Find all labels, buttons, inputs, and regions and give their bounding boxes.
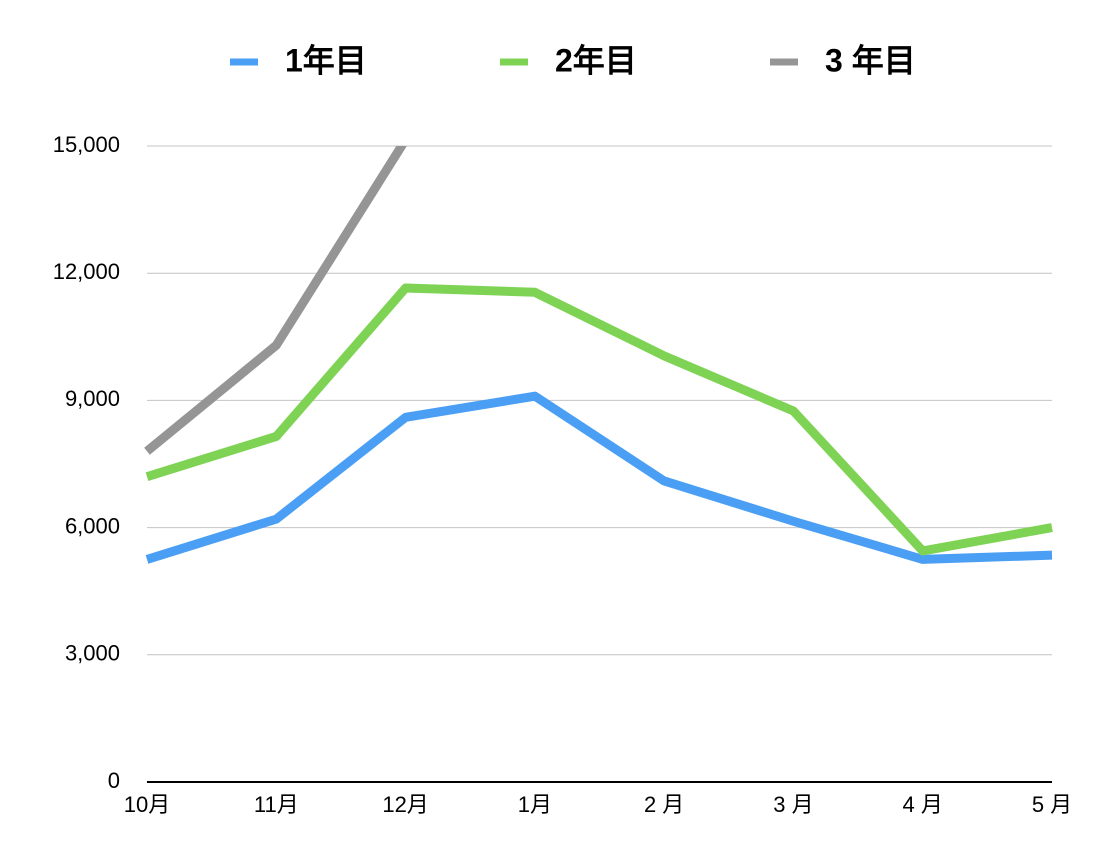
line-series — [145, 391, 1053, 564]
line-series — [145, 283, 1053, 556]
y-tick-label: 9,000 — [65, 386, 120, 411]
x-tick-label: 11月 — [254, 792, 299, 817]
plot-area — [144, 146, 1053, 564]
x-tick-label: 4 月 — [903, 792, 943, 817]
legend-label: 3 年目 — [825, 42, 916, 78]
x-tick-label: 2 月 — [644, 792, 684, 817]
x-tick-label: 10月 — [124, 792, 170, 817]
legend-label: 1年目 — [285, 42, 367, 78]
legend-label: 2年目 — [555, 42, 637, 78]
line-series — [144, 146, 407, 455]
y-tick-label: 6,000 — [65, 513, 120, 538]
y-tick-label: 3,000 — [65, 641, 120, 666]
x-tick-label: 12月 — [382, 792, 428, 817]
y-tick-label: 0 — [108, 768, 120, 793]
x-tick-label: 1月 — [518, 792, 552, 817]
y-tick-label: 15,000 — [53, 132, 120, 157]
x-tick-label: 3 月 — [773, 792, 813, 817]
y-tick-label: 12,000 — [53, 259, 120, 284]
x-tick-label: 5 月 — [1032, 792, 1072, 817]
